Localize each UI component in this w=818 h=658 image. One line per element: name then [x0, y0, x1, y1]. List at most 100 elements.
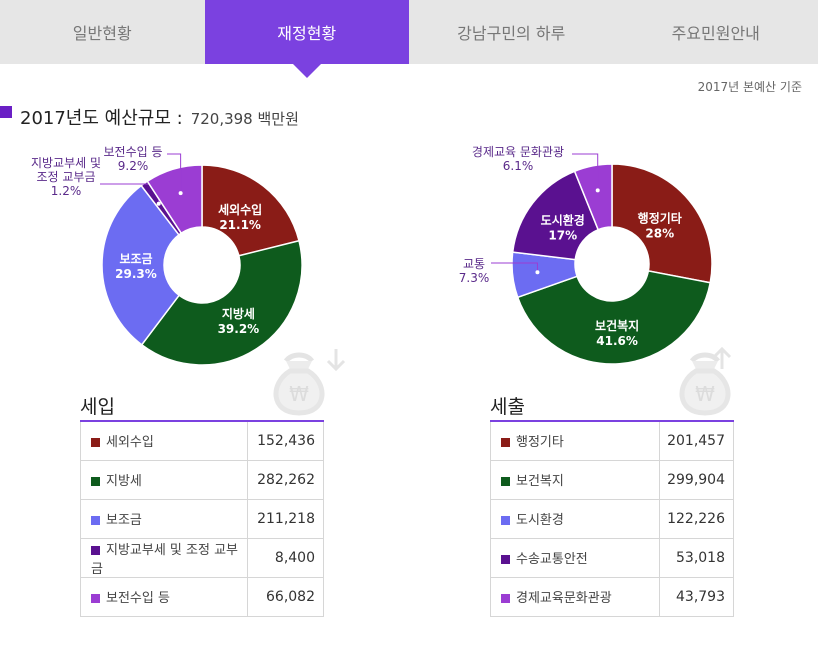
revenue-row-value: 8,400: [247, 537, 324, 578]
slice-name-label: 교통: [463, 257, 485, 271]
revenue-row-value: 66,082: [247, 576, 324, 617]
slice-leader-line: [572, 153, 599, 191]
expenditure-row-swatch: [501, 477, 510, 486]
revenue-row-name-cell: 보조금: [79, 498, 249, 539]
revenue-row-swatch: [91, 516, 100, 525]
slice-name-label: 보조금: [119, 252, 152, 266]
revenue-row-name: 세외수입: [106, 435, 154, 451]
tab-civil-guide[interactable]: 주요민원안내: [671, 24, 760, 43]
revenue-row: 지방교부세 및 조정 교부금 8,400: [79, 537, 324, 578]
svg-text:₩: ₩: [695, 382, 715, 406]
expenditure-row-name-cell: 수송교통안전: [489, 537, 661, 578]
summary-value: 720,398 백만원: [190, 110, 299, 128]
donut-slice: [146, 164, 203, 235]
donut-slice: [511, 170, 600, 261]
revenue-row: 세외수입 152,436: [79, 420, 324, 461]
revenue-row-name: 지방교부세 및 조정 교부금: [91, 542, 238, 577]
slice-leader-dot: [156, 201, 161, 206]
slice-value-label: 1.2%: [51, 184, 82, 198]
slice-name-label: 보건복지: [595, 318, 639, 333]
expenditure-row-value: 53,018: [659, 537, 734, 578]
slice-leader-dot: [595, 188, 600, 193]
revenue-row-name: 지방세: [106, 474, 142, 489]
svg-text:₩: ₩: [289, 382, 309, 406]
slice-name-label: 경제교육 문화관광: [472, 145, 564, 159]
revenue-row-name-cell: 지방세: [79, 459, 249, 500]
slice-value-label: 17%: [548, 228, 577, 242]
revenue-row: 지방세 282,262: [79, 459, 324, 500]
expenditure-row-value: 43,793: [659, 576, 734, 617]
revenue-row-name: 보조금: [106, 513, 142, 528]
expenditure-table: 행정기타 201,457 보건복지 299,904 도시환경 122,226 수송교통안전 5…: [489, 420, 734, 617]
revenue-table-title: 세입: [80, 396, 115, 418]
revenue-row-value: 211,218: [247, 498, 324, 539]
revenue-row-swatch: [91, 594, 100, 603]
revenue-money-bag-icon: ₩: [273, 349, 346, 416]
slice-leader-dot: [535, 270, 540, 275]
expenditure-row-name: 수송교통안전: [516, 552, 588, 567]
slice-name-label: 보전수입 등: [103, 145, 162, 159]
slice-value-label: 9.2%: [118, 159, 149, 173]
expenditure-row-name-cell: 행정기타: [489, 420, 661, 461]
expenditure-row-name-cell: 도시환경: [489, 498, 661, 539]
slice-value-label: 29.3%: [115, 267, 157, 281]
slice-value-label: 6.1%: [503, 159, 534, 173]
revenue-row: 보조금 211,218: [79, 498, 324, 539]
donut-slice: [140, 239, 303, 366]
revenue-row-name-cell: 세외수입: [79, 420, 249, 461]
slice-value-label: 28%: [645, 226, 674, 240]
tab-daily-life[interactable]: 강남구민의 하루: [457, 24, 566, 43]
expenditure-row-swatch: [501, 516, 510, 525]
slice-value-label: 41.6%: [596, 334, 638, 348]
slice-value-label: 39.2%: [218, 322, 260, 336]
revenue-row-swatch: [91, 545, 100, 555]
donut-slice: [611, 163, 713, 284]
expenditure-row: 보건복지 299,904: [489, 459, 734, 500]
expenditure-row-swatch: [501, 555, 510, 564]
donut-slice: [516, 270, 712, 365]
expenditure-money-bag-icon: ₩: [679, 346, 732, 416]
expenditure-row-value: 201,457: [659, 420, 734, 461]
expenditure-row-name-cell: 보건복지: [489, 459, 661, 500]
donut-slice: [201, 164, 300, 257]
revenue-row-swatch: [91, 438, 100, 448]
slice-name-label: 행정기타: [638, 210, 682, 225]
slice-name-label: 지방교부세 및: [31, 156, 101, 170]
revenue-row-swatch: [91, 477, 100, 486]
slice-value-label: 7.3%: [459, 271, 490, 285]
revenue-row-value: 282,262: [247, 459, 324, 500]
expenditure-row-name: 행정기타: [516, 435, 564, 451]
revenue-row-name-cell: 지방교부세 및 조정 교부금: [79, 537, 249, 578]
slice-name-label: 세외수입: [218, 202, 262, 217]
revenue-row-value: 152,436: [247, 420, 324, 461]
summary-marker: [0, 106, 12, 118]
revenue-row: 보전수입 등 66,082: [79, 576, 324, 617]
slice-name-label: 지방세: [222, 306, 255, 321]
slice-name-label: 조정 교부금: [36, 170, 95, 184]
revenue-table: 세외수입 152,436 지방세 282,262 보조금 211,218 지방교부세 및 조…: [79, 420, 324, 617]
expenditure-row: 경제교육문화관광 43,793: [489, 576, 734, 617]
budget-summary: 2017년도 예산규모 : 720,398 백만원: [0, 104, 299, 134]
tab-general[interactable]: 일반현황: [72, 24, 132, 43]
expenditure-row-value: 122,226: [659, 498, 734, 539]
expenditure-row-name: 보건복지: [516, 474, 564, 489]
expenditure-row: 수송교통안전 53,018: [489, 537, 734, 578]
donut-slice: [573, 163, 613, 231]
slice-name-label: 도시환경: [541, 212, 585, 227]
tab-finance[interactable]: 재정현황: [204, 0, 409, 78]
revenue-row-name-cell: 보전수입 등: [79, 576, 249, 617]
expenditure-table-title: 세출: [490, 396, 525, 418]
slice-leader-line: [491, 262, 538, 273]
slice-value-label: 21.1%: [219, 218, 261, 232]
slice-leader-line: [167, 153, 182, 194]
expenditure-row: 행정기타 201,457: [489, 420, 734, 461]
budget-basis-note: 2017년 본예산 기준: [697, 80, 802, 94]
slice-leader-dot: [178, 191, 183, 196]
expenditure-row-swatch: [501, 438, 510, 448]
expenditure-row-name: 경제교육문화관광: [516, 591, 612, 606]
revenue-row-name: 보전수입 등: [106, 591, 170, 606]
expenditure-row-name: 도시환경: [516, 513, 564, 528]
